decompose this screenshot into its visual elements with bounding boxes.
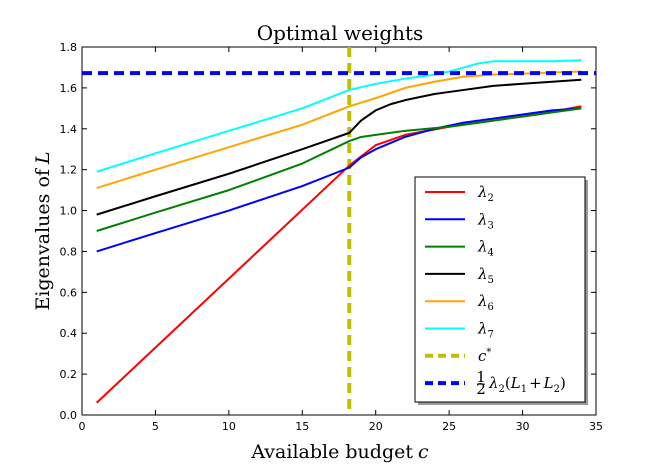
- legend-formula: λ2(L1 + L2): [488, 374, 566, 395]
- legend-label-lambda2: λ2: [477, 183, 494, 204]
- legend-items: λ2 λ3 λ4 λ5 λ6 λ7 c* 12 λ2(L1 + L2): [425, 183, 566, 398]
- series-line-lambda3: [96, 107, 582, 253]
- y-tick-label: 0.8: [60, 245, 78, 258]
- x-tick-label: 20: [369, 420, 383, 433]
- legend: λ2 λ3 λ4 λ5 λ6 λ7 c* 12 λ2(L1 + L2): [414, 176, 588, 405]
- x-tick-label: 30: [516, 420, 530, 433]
- x-axis-label-text: Available budget: [250, 441, 413, 463]
- legend-label-lambda4: λ4: [477, 238, 494, 259]
- series-line-lambda4: [96, 107, 582, 232]
- y-axis-label-var: L: [32, 151, 54, 165]
- x-axis-label-var: c: [418, 441, 429, 463]
- y-tick-label: 1.0: [60, 205, 78, 218]
- legend-label-half-lambda2: 12 λ2(L1 + L2): [476, 368, 566, 398]
- y-tick-label: 1.2: [60, 164, 78, 177]
- legend-frac-den: 2: [476, 380, 486, 398]
- legend-label-lambda5: λ5: [477, 265, 494, 286]
- x-tick-label: 0: [79, 420, 86, 433]
- legend-label-lambda7: λ7: [477, 320, 494, 341]
- x-tick-label: 10: [222, 420, 236, 433]
- legend-label-c-star: c*: [478, 347, 491, 365]
- axis-ticks: 0 5 10 15 20 25 30 35 0.0 0.2 0.4 0.6 0.8 1.0 1.2 1.4 1.…: [60, 41, 604, 433]
- x-tick-label: 5: [152, 420, 159, 433]
- legend-label-lambda6: λ6: [477, 292, 494, 313]
- y-tick-label: 1.8: [60, 41, 78, 54]
- chart-title: Optimal weights: [257, 21, 424, 45]
- legend-label-lambda3: λ3: [477, 210, 494, 231]
- x-axis-label: Available budget c: [250, 441, 429, 463]
- y-tick-label: 1.4: [60, 123, 78, 136]
- y-axis-label: Eigenvalues of L: [32, 151, 54, 310]
- y-tick-label: 0.0: [60, 409, 78, 422]
- series-line-lambda5: [96, 78, 582, 216]
- y-tick-label: 0.2: [60, 368, 78, 381]
- x-tick-label: 35: [589, 420, 603, 433]
- y-tick-label: 0.4: [60, 327, 78, 340]
- y-axis-label-text: Eigenvalues of: [32, 167, 54, 310]
- legend-frac-num: 1: [476, 368, 486, 386]
- y-tick-label: 0.6: [60, 286, 78, 299]
- x-tick-label: 15: [295, 420, 309, 433]
- x-tick-label: 25: [442, 420, 456, 433]
- plot-frame: [81, 46, 597, 416]
- legend-box: [414, 176, 586, 403]
- y-tick-label: 1.6: [60, 82, 78, 95]
